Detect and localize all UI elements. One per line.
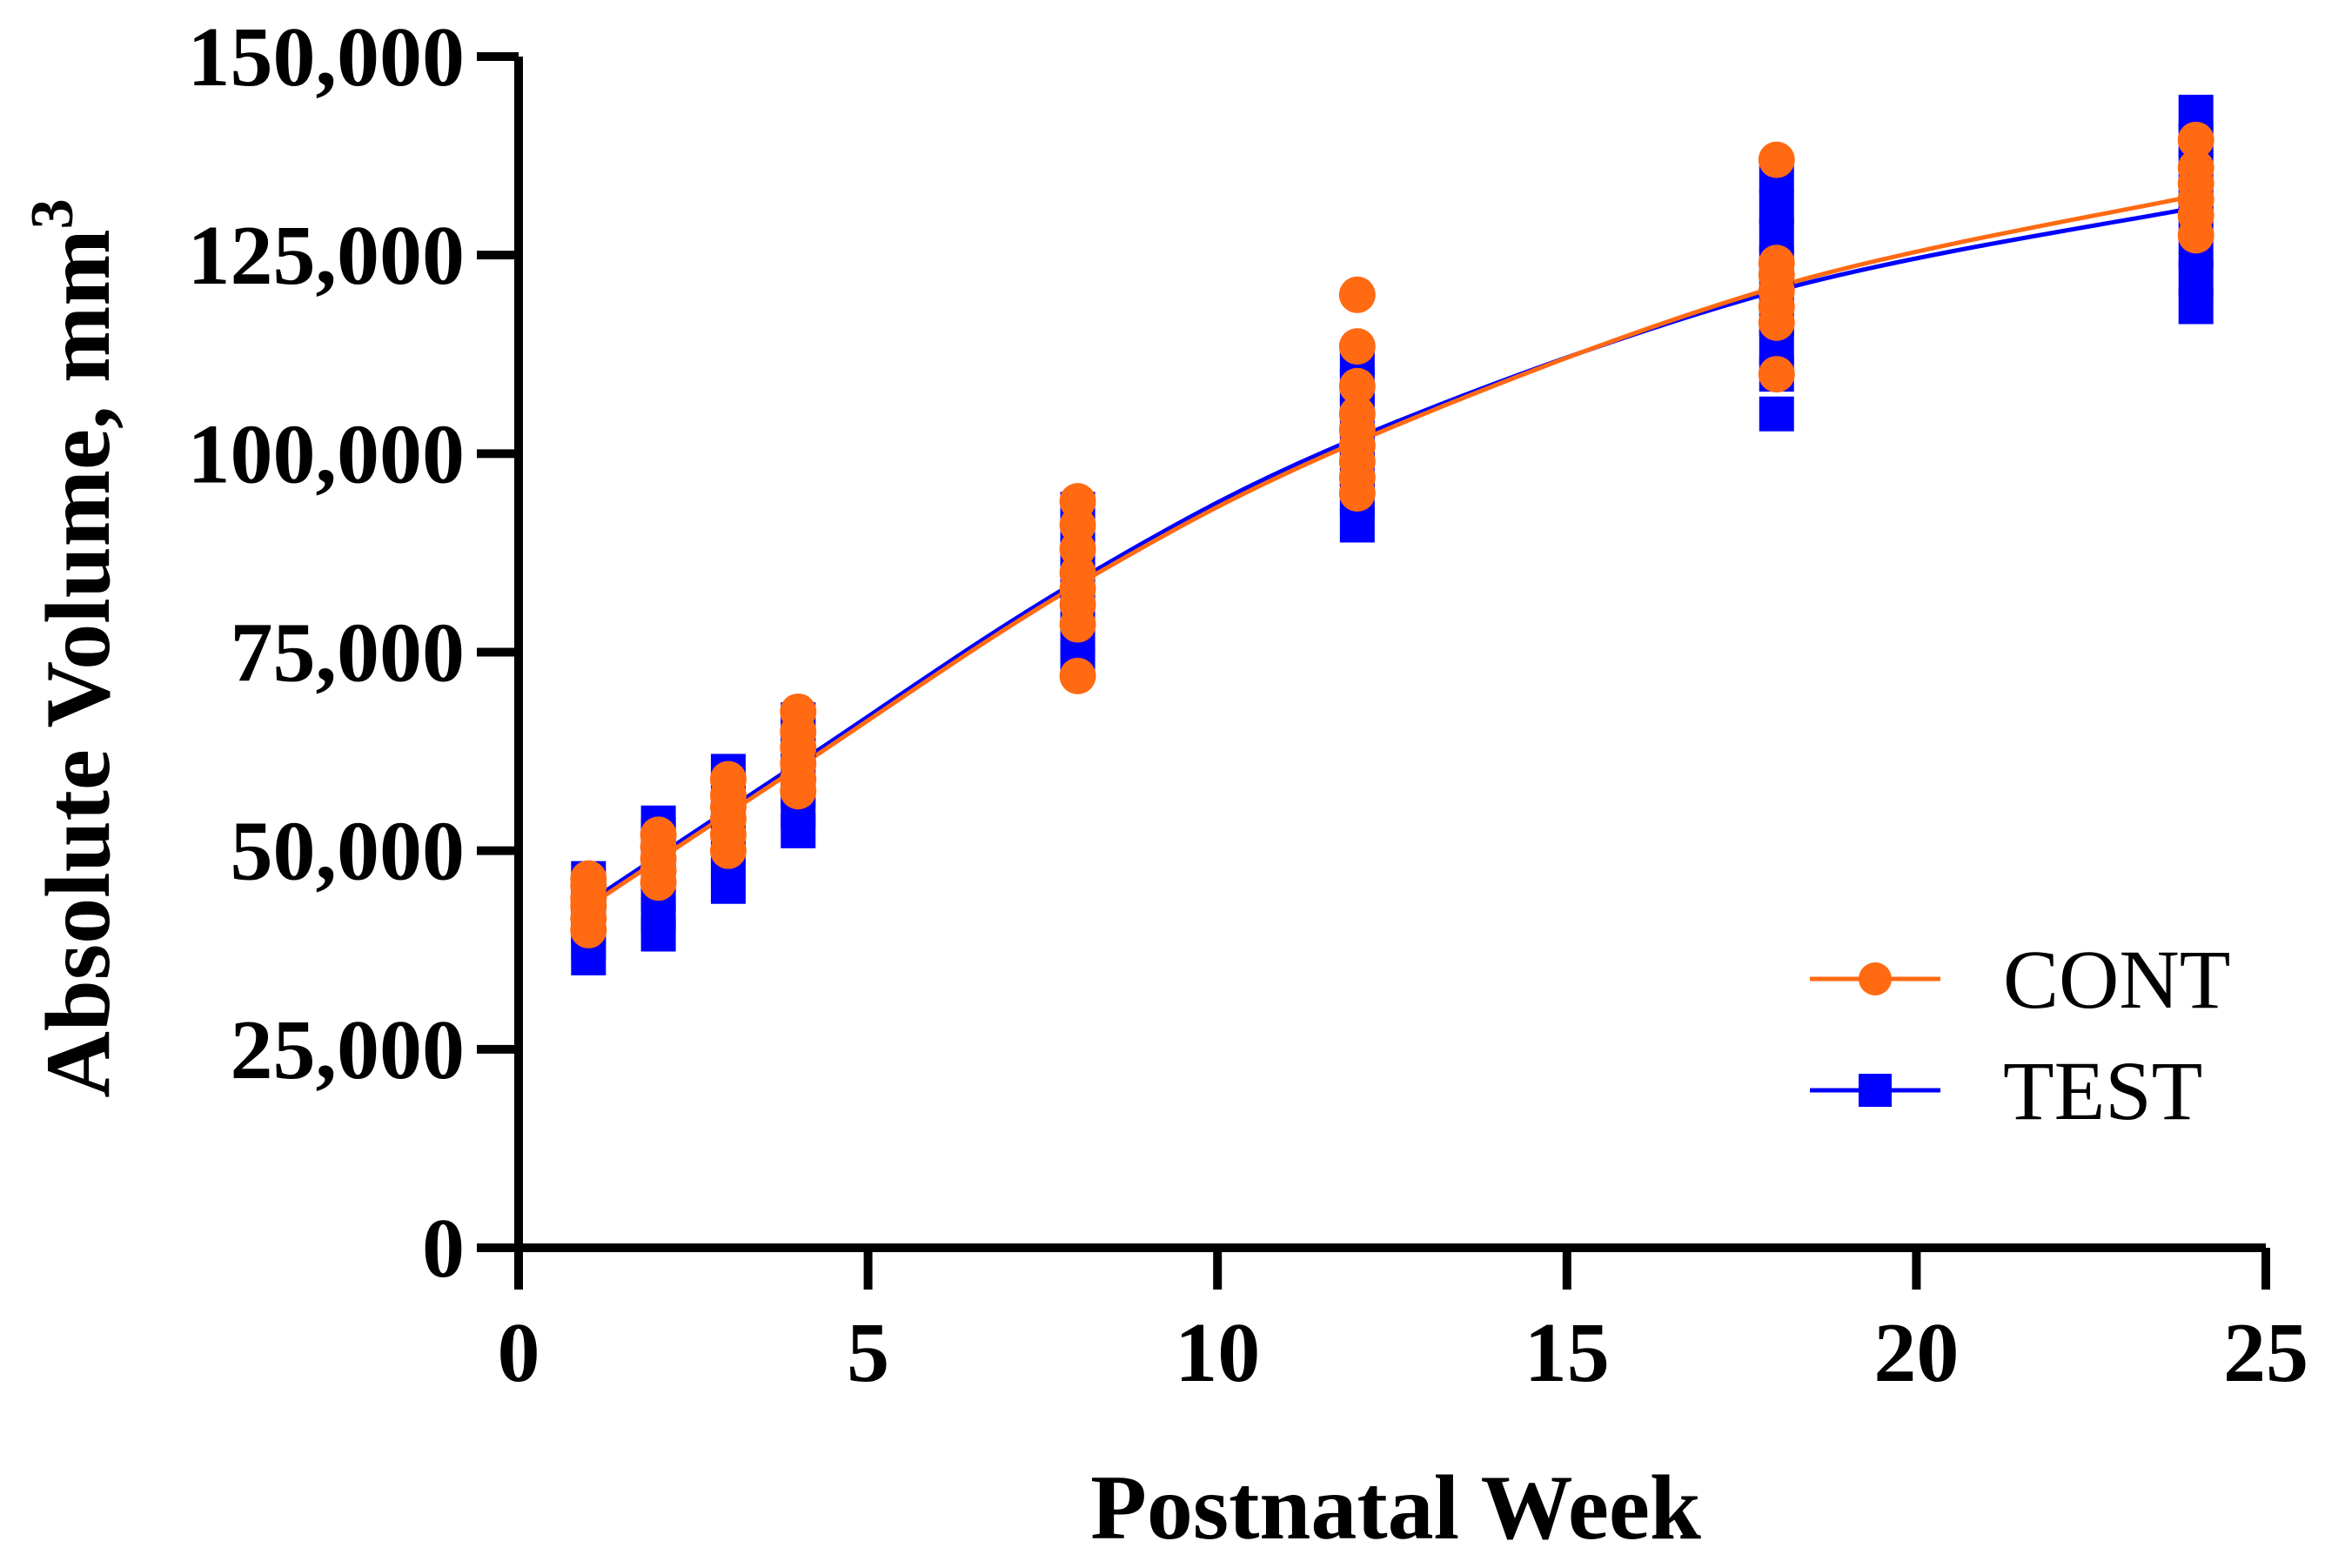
legend-cont-marker <box>1859 962 1892 995</box>
fit-curves <box>586 193 2197 908</box>
test-data-point <box>1759 190 1794 225</box>
y-axis-title-superscript: 3 <box>19 198 86 229</box>
cont-data-point <box>1758 356 1795 393</box>
cont-data-point <box>1758 245 1795 282</box>
y-tick-label: 75,000 <box>231 606 466 700</box>
y-tick-label: 125,000 <box>188 209 466 303</box>
legend-test-label: TEST <box>2003 1044 2202 1137</box>
cont-data-point <box>2177 149 2214 186</box>
y-tick-label: 50,000 <box>231 805 466 899</box>
cont-data-point <box>1059 657 1096 694</box>
cont-data-point <box>1338 395 1376 432</box>
cont-data-point <box>709 761 747 798</box>
cont-data-point <box>1758 141 1795 178</box>
cont-data-point <box>1059 483 1096 520</box>
legend: CONT TEST <box>1810 933 2230 1137</box>
y-tick-label: 100,000 <box>188 407 466 501</box>
legend-cont-label: CONT <box>2003 933 2230 1026</box>
x-tick-label: 5 <box>847 1306 889 1400</box>
y-axis-title-main: Absolute Volume, mm <box>27 229 129 1097</box>
x-tick-label: 0 <box>498 1306 540 1400</box>
legend-test-marker <box>1859 1074 1892 1107</box>
test-fit-curve <box>586 204 2197 905</box>
cont-fit-curve <box>586 193 2197 908</box>
cont-data-point <box>1338 367 1376 405</box>
legend-item-test: TEST <box>1810 1044 2202 1137</box>
x-tick-label: 10 <box>1175 1306 1260 1400</box>
cont-data-point <box>1338 328 1376 365</box>
cont-data-point <box>640 816 677 854</box>
test-series-points <box>571 94 2214 975</box>
cont-data-point <box>1338 276 1376 313</box>
x-tick-label: 25 <box>2223 1306 2308 1400</box>
y-tick-label: 150,000 <box>188 10 466 104</box>
y-tick-label: 0 <box>422 1202 465 1296</box>
cont-data-point <box>2177 121 2214 158</box>
x-axis-title: Postnatal Week <box>1090 1457 1701 1558</box>
x-tick-label: 20 <box>1873 1306 1959 1400</box>
ticks: 0 25,000 50,000 75,000 100,000 125,000 150,000… <box>188 10 2309 1400</box>
y-axis-title: Absolute Volume, mm3 <box>19 198 129 1097</box>
cont-data-point <box>570 860 607 897</box>
cont-series-points <box>570 121 2214 948</box>
legend-item-cont: CONT <box>1810 933 2230 1026</box>
x-tick-label: 15 <box>1524 1306 1610 1400</box>
cont-data-point <box>780 693 817 730</box>
test-data-point <box>1759 396 1794 432</box>
y-tick-label: 25,000 <box>231 1003 466 1097</box>
